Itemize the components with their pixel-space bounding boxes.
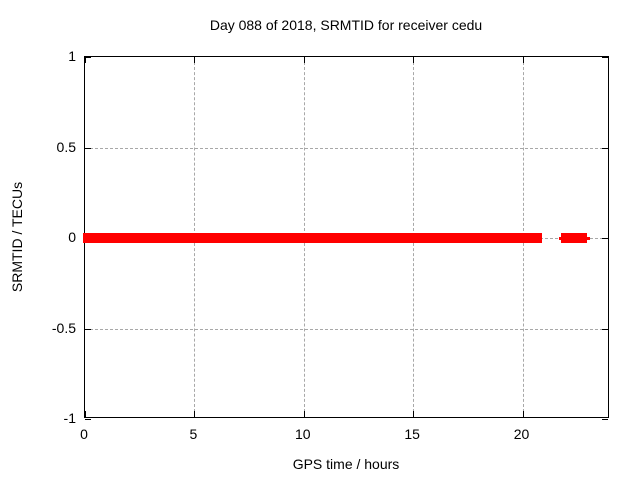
x-tick-mark [303,411,305,417]
data-segment [534,233,542,243]
y-tick-mark [85,147,91,149]
data-segment [83,233,294,243]
y-tick-label: -1 [63,410,76,426]
data-segment [583,236,590,240]
grid-line-horizontal [85,147,608,149]
y-tick-mark [602,147,608,149]
data-segment [291,233,346,243]
y-tick-mark [602,328,608,330]
x-tick-label: 10 [294,426,311,442]
x-tick-label: 20 [513,426,530,442]
data-segment [522,233,536,243]
y-tick-label: -0.5 [51,319,76,336]
grid-line-horizontal [85,328,608,330]
y-tick-mark [602,419,608,420]
x-tick-label: 15 [404,426,420,442]
x-tick-mark [413,57,415,63]
x-tick-mark [522,57,524,63]
x-axis-label: GPS time / hours [292,456,400,472]
y-tick-mark [602,57,608,58]
y-tick-mark [85,57,91,58]
x-tick-mark [303,57,305,63]
y-tick-mark [602,238,608,239]
x-tick-mark [194,411,196,417]
x-tick-mark [522,411,524,417]
y-tick-mark [85,419,91,420]
plot-area [83,56,609,420]
x-tick-mark [194,57,196,63]
y-tick-mark [85,328,91,330]
chart-title: Day 088 of 2018, SRMTID for receiver ced… [209,17,483,33]
y-tick-label: 0.5 [56,138,76,155]
x-tick-mark [85,411,86,417]
x-tick-mark [85,57,86,63]
x-tick-mark [413,411,415,417]
data-segment [561,233,588,243]
y-tick-label: 1 [68,48,76,64]
x-tick-label: 0 [80,426,88,442]
x-tick-label: 5 [189,426,198,442]
data-segment [344,233,506,243]
y-tick-label: 0 [68,229,76,245]
data-segment [505,233,523,243]
